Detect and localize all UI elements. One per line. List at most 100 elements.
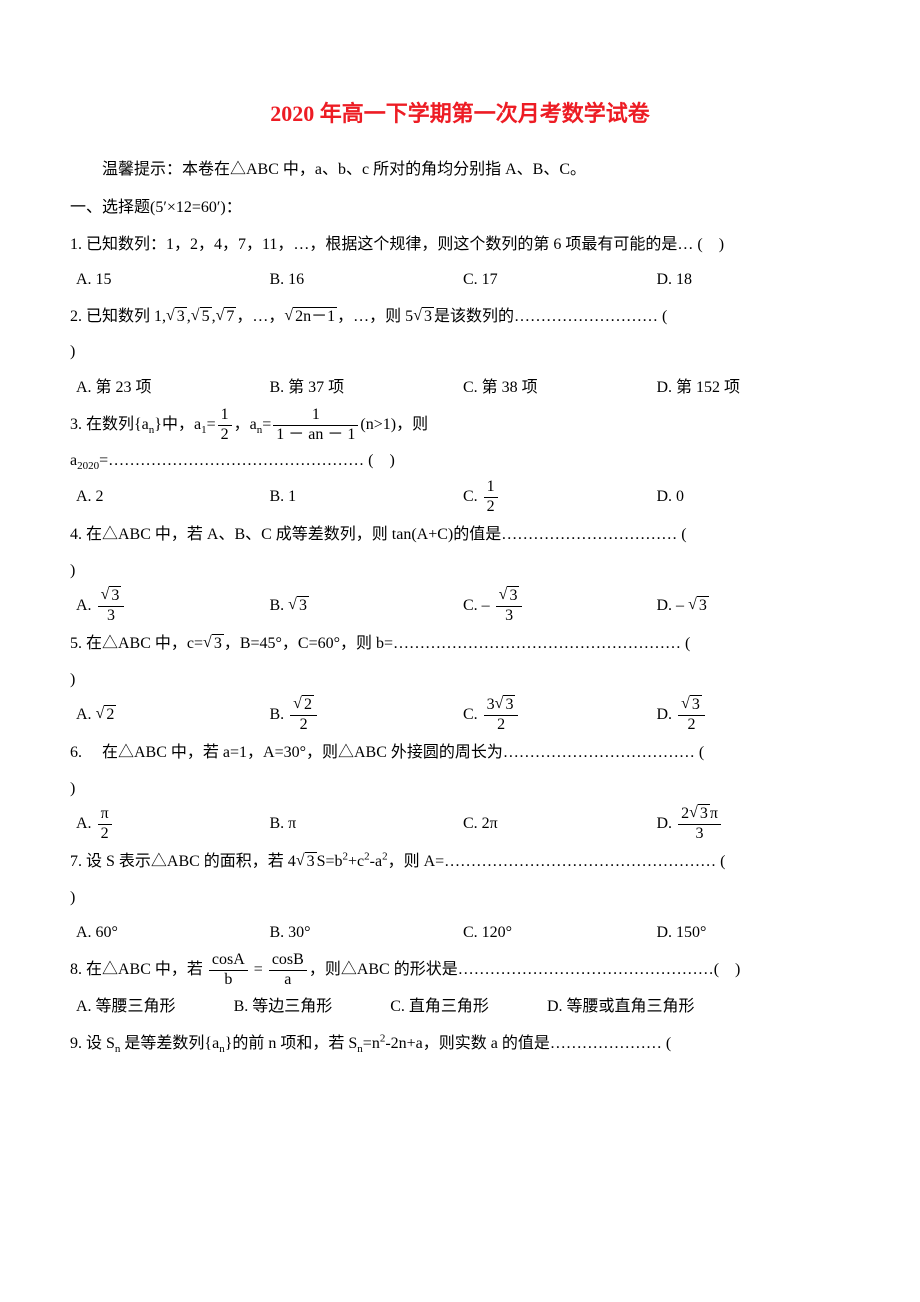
q7-pre: 7. 设 S 表示△ABC 的面积，若 4 <box>70 853 296 870</box>
q6-opt-d: D. 2√3π3 <box>657 806 851 843</box>
question-9: 9. 设 Sn 是等差数列{an}的前 n 项和，若 Sn=n2-2n+a，则实… <box>70 1026 850 1061</box>
q3-postpre: }中，a <box>154 416 201 433</box>
sqrt-icon: √ <box>296 843 305 878</box>
frac-1-2c: 12 <box>484 479 498 516</box>
q1-opt-a: A. 15 <box>76 262 270 297</box>
page-title: 2020 年高一下学期第一次月考数学试卷 <box>70 90 850 138</box>
sqrt-icon: √ <box>203 625 212 660</box>
sqrt5: 5 <box>200 307 212 325</box>
q8-options: A. 等腰三角形 B. 等边三角形 C. 直角三角形 D. 等腰或直角三角形 <box>70 989 850 1024</box>
q5-opt-b: B. √22 <box>270 697 464 734</box>
q2-close: ) <box>70 334 850 369</box>
q4-opt-c: C. – √33 <box>463 588 657 625</box>
q1-opt-b: B. 16 <box>270 262 464 297</box>
q3-opt-a: A. 2 <box>76 479 270 516</box>
sqrt3: 3 <box>175 307 187 325</box>
q6-text: 6. 在△ABC 中，若 a=1，A=30°，则△ABC 外接圆的周长为…………… <box>70 735 850 770</box>
q7-options: A. 60° B. 30° C. 120° D. 150° <box>70 915 850 950</box>
q6-opt-c: C. 2π <box>463 806 657 843</box>
q2-options: A. 第 23 项 B. 第 37 项 C. 第 38 项 D. 第 152 项 <box>70 370 850 405</box>
sqrt-icon: √ <box>166 298 175 333</box>
q4-text: 4. 在△ABC 中，若 A、B、C 成等差数列，则 tan(A+C)的值是……… <box>70 517 850 552</box>
question-2: 2. 已知数列 1,√3,√5,√7，…，√2n－1，…，则 5√3是该数列的…… <box>70 299 850 405</box>
q2-opt-c: C. 第 38 项 <box>463 370 657 405</box>
q3-mid: ，a <box>234 416 257 433</box>
q2-opt-a: A. 第 23 项 <box>76 370 270 405</box>
frac-cosB-a: cosBa <box>269 952 307 989</box>
q5-options: A. √2 B. √22 C. 3√32 D. √32 <box>70 697 850 734</box>
q2-mid1: ，…， <box>236 308 284 325</box>
q7-mid2: +c <box>348 853 364 870</box>
sqrt3c: 3 <box>212 634 224 652</box>
q9-mid3: =n <box>363 1035 380 1052</box>
q6-opt-b: B. π <box>270 806 464 843</box>
q5-opt-d: D. √32 <box>657 697 851 734</box>
q7-post: S=b <box>317 853 343 870</box>
q2-opt-d: D. 第 152 项 <box>657 370 851 405</box>
q3-cond: (n>1)，则 <box>360 416 428 433</box>
q7-opt-d: D. 150° <box>657 915 851 950</box>
q2-pre: 2. 已知数列 1, <box>70 308 166 325</box>
frac-r3-3c: √33 <box>496 588 523 625</box>
q2-opt-b: B. 第 37 项 <box>270 370 464 405</box>
q4-opt-d: D. – √3 <box>657 588 851 625</box>
sqrt-icon: √ <box>284 298 293 333</box>
q1-text: 1. 已知数列：1，2，4，7，11，…，根据这个规律，则这个数列的第 6 项最… <box>70 227 850 262</box>
q7-tail: ，则 A=…………………………………………… ( <box>388 853 726 870</box>
q7-opt-a: A. 60° <box>76 915 270 950</box>
q1-opt-c: C. 17 <box>463 262 657 297</box>
q2-post: ，…，则 5 <box>337 308 413 325</box>
q6-close: ) <box>70 771 850 806</box>
q5-opt-c: C. 3√32 <box>463 697 657 734</box>
q3-opt-b: B. 1 <box>270 479 464 516</box>
q1-opt-d: D. 18 <box>657 262 851 297</box>
sqrt7: 7 <box>224 307 236 325</box>
question-8: 8. 在△ABC 中，若 cosAb = cosBa，则△ABC 的形状是………… <box>70 952 850 1024</box>
q1-options: A. 15 B. 16 C. 17 D. 18 <box>70 262 850 297</box>
q9-pre: 9. 设 S <box>70 1035 115 1052</box>
question-6: 6. 在△ABC 中，若 a=1，A=30°，则△ABC 外接圆的周长为…………… <box>70 735 850 842</box>
q8-opt-d: D. 等腰或直角三角形 <box>547 989 695 1024</box>
q4-close: ) <box>70 553 850 588</box>
sqrt3b: 3 <box>422 307 434 325</box>
frac-1-2: 12 <box>218 407 232 444</box>
sub-2020: 2020 <box>77 461 99 473</box>
hint-text: 温馨提示：本卷在△ABC 中，a、b、c 所对的角均分别指 A、B、C。 <box>70 152 850 187</box>
q8-post: ，则△ABC 的形状是…………………………………………( ) <box>309 961 741 978</box>
q7-opt-b: B. 30° <box>270 915 464 950</box>
q8-pre: 8. 在△ABC 中，若 <box>70 961 207 978</box>
q3-line2b: =………………………………………… ( ) <box>99 452 395 469</box>
question-5: 5. 在△ABC 中，c=√3，B=45°，C=60°，则 b=……………………… <box>70 626 850 733</box>
q6-options: A. π2 B. π C. 2π D. 2√3π3 <box>70 806 850 843</box>
frac-cosA-b: cosAb <box>209 952 248 989</box>
question-4: 4. 在△ABC 中，若 A、B、C 成等差数列，则 tan(A+C)的值是……… <box>70 517 850 624</box>
q8-opt-b: B. 等边三角形 <box>234 989 333 1024</box>
q3-eq1: = <box>207 416 216 433</box>
q3-eq2: = <box>262 416 271 433</box>
q4-options: A. √33 B. √3 C. – √33 D. – √3 <box>70 588 850 625</box>
q7-mid3: -a <box>370 853 382 870</box>
q4-opt-a: A. √33 <box>76 588 270 625</box>
q9-mid2: }的前 n 项和，若 S <box>225 1035 358 1052</box>
q5-pre: 5. 在△ABC 中，c= <box>70 635 203 652</box>
section-header: 一、选择题(5′×12=60′)： <box>70 190 850 225</box>
q9-mid: 是等差数列{a <box>120 1035 219 1052</box>
q3-opt-d: D. 0 <box>657 479 851 516</box>
q2-tail: 是该数列的……………………… ( <box>434 308 667 325</box>
q5-opt-a: A. √2 <box>76 697 270 734</box>
q5-post: ，B=45°，C=60°，则 b=……………………………………………… ( <box>224 635 691 652</box>
question-7: 7. 设 S 表示△ABC 的面积，若 4√3S=b2+c2-a2，则 A=……… <box>70 844 850 950</box>
sqrt-icon: √ <box>191 298 200 333</box>
q8-opt-c: C. 直角三角形 <box>390 989 489 1024</box>
question-1: 1. 已知数列：1，2，4，7，11，…，根据这个规律，则这个数列的第 6 项最… <box>70 227 850 297</box>
q7-opt-c: C. 120° <box>463 915 657 950</box>
question-3: 3. 在数列{an}中，a1=12，an=11 － an － 1(n>1)，则 … <box>70 407 850 516</box>
q4-opt-b: B. √3 <box>270 588 464 625</box>
q3-opt-c: C. 12 <box>463 479 657 516</box>
sqrt-icon: √ <box>216 298 225 333</box>
q7-close: ) <box>70 880 850 915</box>
q8-opt-a: A. 等腰三角形 <box>76 989 176 1024</box>
q3-pre: 3. 在数列{a <box>70 416 149 433</box>
q6-opt-a: A. π2 <box>76 806 270 843</box>
sqrt-icon: √ <box>413 298 422 333</box>
